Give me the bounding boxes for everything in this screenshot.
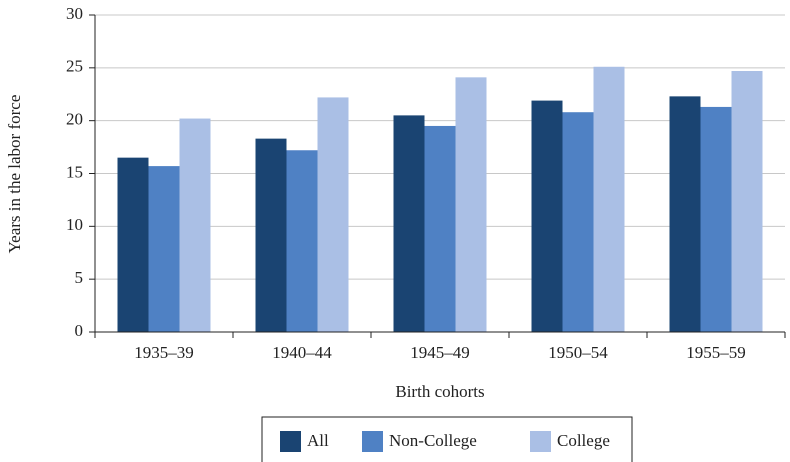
bar	[731, 71, 763, 333]
y-tick-label: 10	[66, 215, 83, 234]
bar	[562, 112, 594, 332]
bar	[255, 138, 287, 332]
bar	[179, 118, 211, 332]
legend-label: College	[557, 431, 610, 450]
x-axis-label: Birth cohorts	[395, 382, 484, 401]
legend-label: All	[307, 431, 329, 450]
bar	[117, 157, 149, 332]
bar	[286, 150, 318, 332]
y-tick-label: 0	[75, 321, 84, 340]
y-axis-label: Years in the labor force	[5, 95, 24, 254]
legend-label: Non-College	[389, 431, 477, 450]
y-tick-label: 30	[66, 4, 83, 23]
y-tick-label: 5	[75, 268, 84, 287]
y-tick-label: 25	[66, 57, 83, 76]
x-tick-label: 1950–54	[548, 343, 608, 362]
x-tick-label: 1940–44	[272, 343, 332, 362]
x-tick-label: 1945–49	[410, 343, 470, 362]
bar	[669, 96, 701, 332]
bar	[593, 66, 625, 332]
legend-swatch	[530, 431, 551, 452]
y-tick-label: 15	[66, 162, 83, 181]
bar	[531, 100, 563, 332]
y-tick-label: 20	[66, 110, 83, 129]
legend-swatch	[280, 431, 301, 452]
bar	[393, 115, 425, 332]
bar	[317, 97, 349, 332]
x-tick-label: 1935–39	[134, 343, 194, 362]
bar	[424, 125, 456, 332]
bar	[700, 106, 732, 333]
legend-swatch	[362, 431, 383, 452]
bar	[148, 166, 180, 332]
legend-frame	[261, 416, 633, 462]
x-tick-label: 1955–59	[686, 343, 746, 362]
bar	[455, 77, 487, 333]
